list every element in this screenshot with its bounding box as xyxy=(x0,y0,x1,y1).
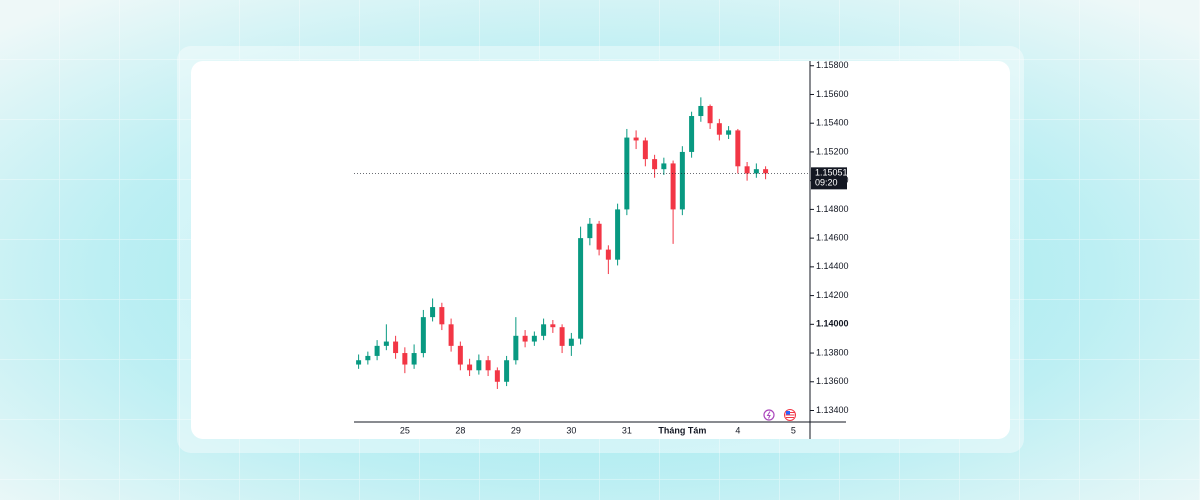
event-icon-bolt xyxy=(766,411,771,419)
flag-stripes xyxy=(785,412,795,418)
x-tick-label: Tháng Tám xyxy=(658,425,706,435)
candle-body xyxy=(467,364,473,371)
candle-body xyxy=(652,159,658,170)
candle-body xyxy=(356,360,362,365)
x-tick-label: 25 xyxy=(400,425,410,435)
candle-body xyxy=(633,137,639,141)
last-price-box xyxy=(811,167,847,190)
candle-body xyxy=(605,249,611,260)
event-icon[interactable] xyxy=(763,409,775,421)
candle-body xyxy=(522,335,528,342)
last-time-label: 09:20 xyxy=(815,178,838,188)
x-tick-label: 30 xyxy=(566,425,576,435)
x-tick-label: 5 xyxy=(791,425,796,435)
candle-body xyxy=(411,353,417,365)
candle-body xyxy=(587,223,593,239)
candle-body xyxy=(448,324,454,346)
candle-body xyxy=(531,335,537,342)
candle-body xyxy=(476,360,482,371)
flag-canton xyxy=(786,411,790,415)
candle-body xyxy=(716,123,722,135)
candle-body xyxy=(383,341,389,346)
candle-body xyxy=(393,341,399,354)
candle-body xyxy=(430,307,436,318)
x-tick-label: 29 xyxy=(511,425,521,435)
x-tick-label: 4 xyxy=(735,425,740,435)
candle-body xyxy=(615,209,621,260)
candle-body xyxy=(457,345,463,365)
candle-body xyxy=(420,317,426,354)
candle-body xyxy=(568,338,574,346)
candle-body xyxy=(402,353,408,365)
candle-body xyxy=(485,360,491,371)
y-tick-label: 1.14600 xyxy=(816,233,849,243)
y-tick-label: 1.15600 xyxy=(816,89,849,99)
candle-body xyxy=(439,307,445,325)
candle-body xyxy=(494,370,500,382)
y-tick-label: 1.15200 xyxy=(816,146,849,156)
y-tick-label: 1.14400 xyxy=(816,261,849,271)
candle-body xyxy=(596,223,602,250)
candle-body xyxy=(550,324,556,328)
candle-body xyxy=(763,169,769,174)
y-tick-label: 1.15400 xyxy=(816,118,849,128)
y-tick-label: 1.13400 xyxy=(816,405,849,415)
candle-body xyxy=(679,151,685,210)
y-tick-label: 1.13600 xyxy=(816,376,849,386)
y-tick-label: 1.15800 xyxy=(816,60,849,70)
candle-body xyxy=(698,105,704,117)
candle-body xyxy=(541,324,547,336)
x-tick-label: 28 xyxy=(455,425,465,435)
candle-body xyxy=(753,169,759,174)
candle-body xyxy=(624,137,630,210)
candle-body xyxy=(744,166,750,174)
candle-body xyxy=(374,345,380,356)
x-tick-label: 31 xyxy=(622,425,632,435)
candle-body xyxy=(661,163,667,170)
y-tick-label: 1.13800 xyxy=(816,347,849,357)
candle-body xyxy=(735,130,741,167)
candle-body xyxy=(365,355,371,361)
candle-body xyxy=(578,238,584,339)
candle-body xyxy=(707,105,713,124)
last-price-label: 1.15051 xyxy=(815,168,848,178)
y-tick-label: 1.14000 xyxy=(816,319,849,329)
candle-body xyxy=(642,140,648,160)
candle-body xyxy=(504,360,510,382)
y-tick-label: 1.14200 xyxy=(816,290,849,300)
candle-body xyxy=(689,116,695,152)
candle-body xyxy=(513,335,519,361)
candle-body xyxy=(670,163,676,210)
event-icons[interactable] xyxy=(763,409,796,421)
y-tick-label: 1.14800 xyxy=(816,204,849,214)
candle-body xyxy=(559,327,565,346)
candle-body xyxy=(726,130,732,135)
chart-card xyxy=(191,61,1010,439)
